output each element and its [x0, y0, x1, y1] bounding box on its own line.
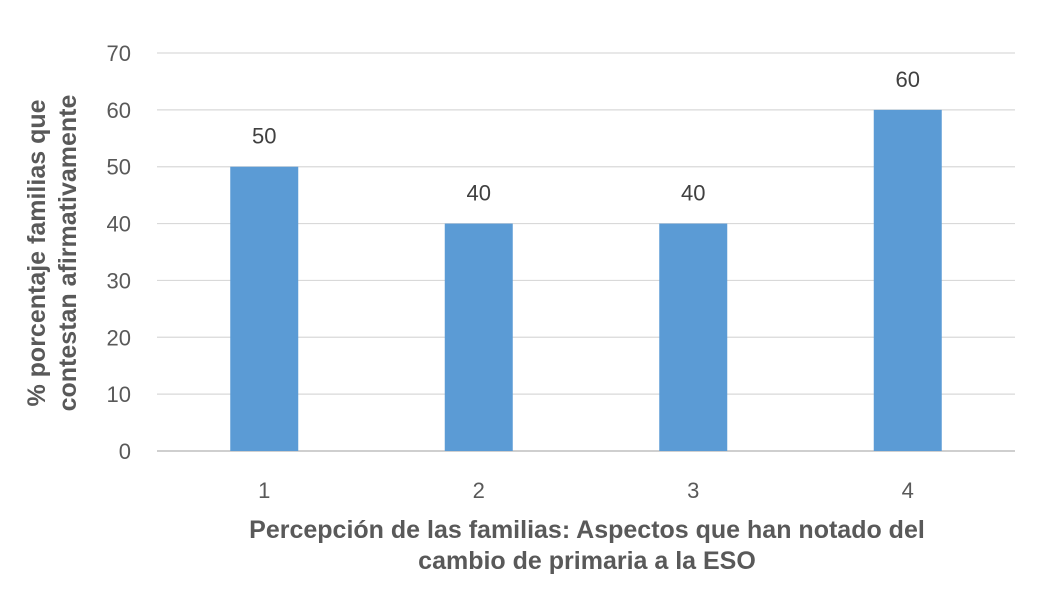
bar-2: [444, 223, 513, 451]
data-label: 60: [896, 67, 920, 92]
bar-4: [873, 109, 942, 451]
data-labels: 50 40 40 60: [252, 67, 920, 206]
y-tick-label: 30: [107, 268, 131, 293]
y-tick-labels: 0 10 20 30 40 50 60 70: [107, 41, 131, 464]
data-label: 40: [467, 181, 491, 206]
x-tick-labels: 1 2 3 4: [258, 478, 914, 503]
bar-1: [230, 166, 299, 451]
bars: [230, 109, 942, 451]
y-tick-label: 50: [107, 155, 131, 180]
x-axis-title-line-1: Percepción de las familias: Aspectos que…: [249, 516, 925, 544]
y-axis-title-line-1: % porcentaje familias que: [23, 99, 51, 406]
x-tick-label: 4: [902, 478, 914, 503]
x-tick-label: 2: [473, 478, 485, 503]
data-label: 50: [252, 124, 276, 149]
y-axis-title-line-2: contestan afirmativamente: [54, 95, 82, 412]
bar-3: [659, 223, 728, 451]
y-tick-label: 10: [107, 382, 131, 407]
x-tick-label: 3: [687, 478, 699, 503]
gridlines: [157, 52, 1015, 452]
x-axis-title-line-2: cambio de primaria a la ESO: [418, 547, 756, 575]
y-tick-label: 60: [107, 98, 131, 123]
data-label: 40: [681, 181, 705, 206]
y-tick-label: 70: [107, 41, 131, 66]
x-tick-label: 1: [258, 478, 270, 503]
y-tick-label: 0: [119, 439, 131, 464]
y-tick-label: 40: [107, 212, 131, 237]
y-tick-label: 20: [107, 325, 131, 350]
